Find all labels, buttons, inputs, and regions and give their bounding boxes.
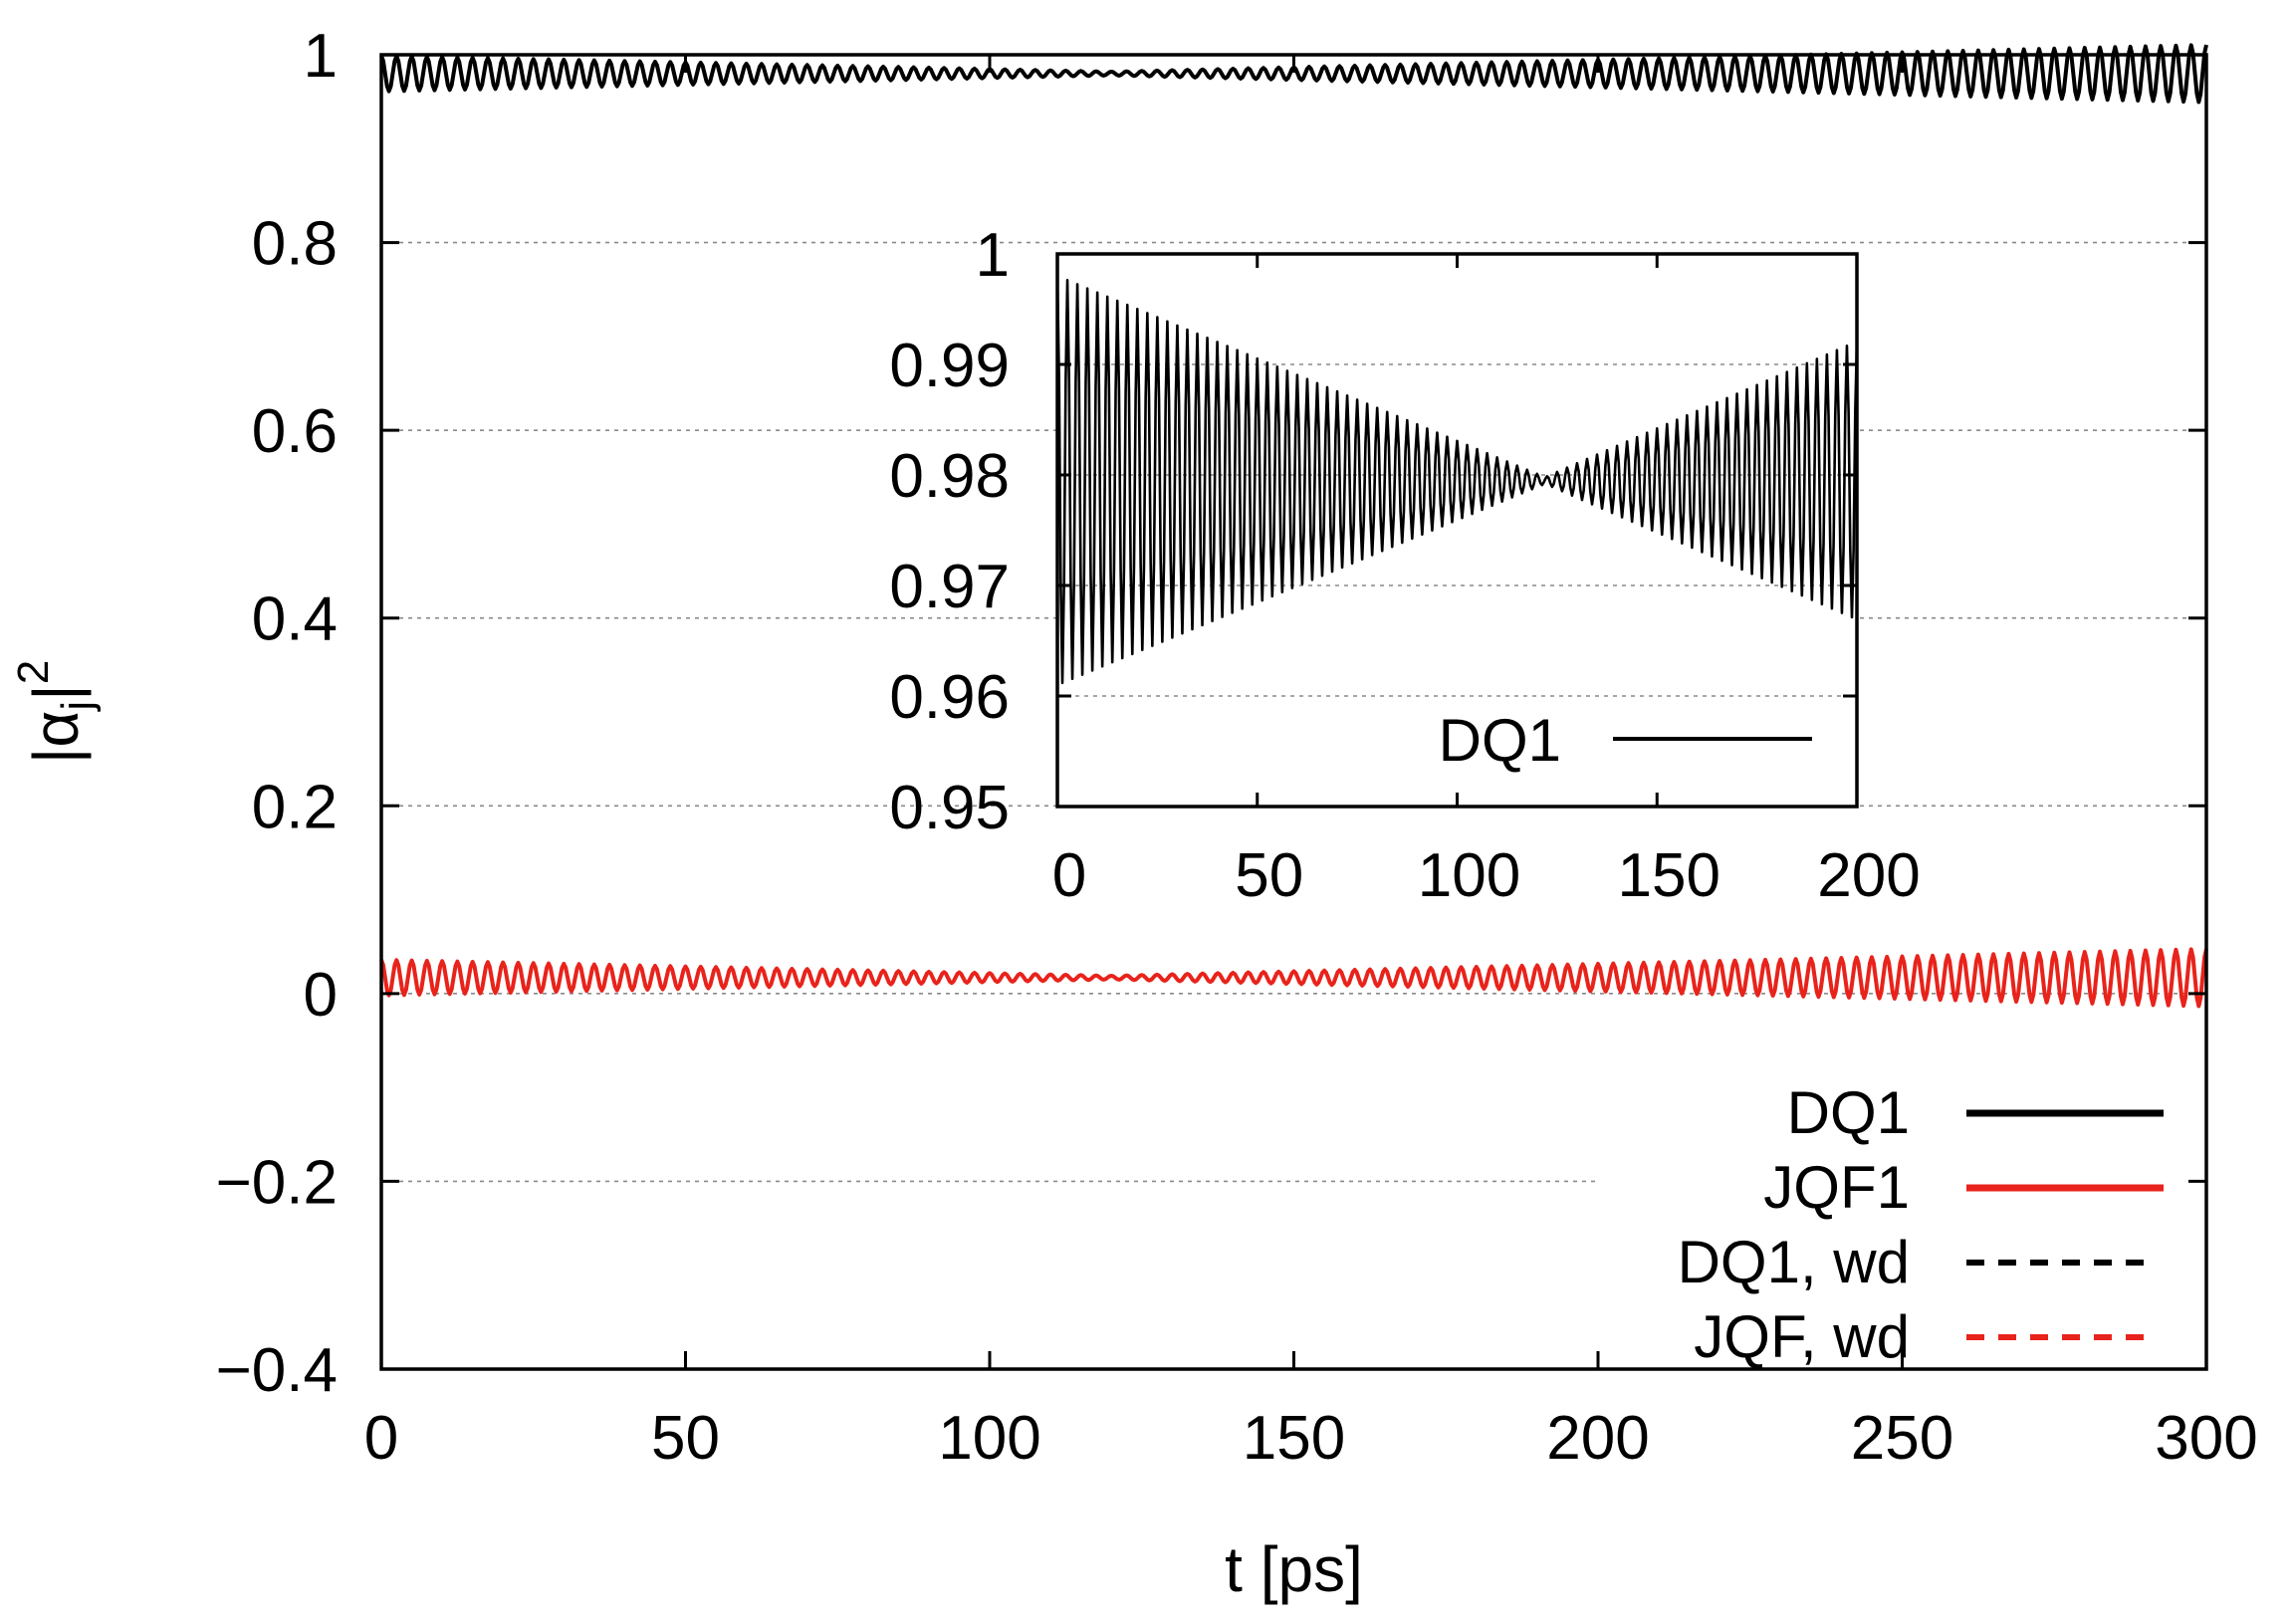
inset-x-tick-label: 200 [1817, 841, 1920, 910]
y-axis-title-base: |α [20, 711, 92, 765]
main-y-tick-label: 0.6 [252, 397, 338, 466]
main-x-tick-label: 0 [364, 1404, 398, 1473]
main-y-tick-label: 0 [304, 961, 338, 1030]
main-x-tick-label: 250 [1851, 1404, 1953, 1473]
main-x-tick-label: 300 [2155, 1404, 2257, 1473]
inset-series-lines [1055, 276, 1859, 685]
x-axis-title: t [ps] [1225, 1533, 1363, 1605]
legend-label: JQF1 [1763, 1154, 1910, 1221]
inset-x-tick-label: 100 [1418, 841, 1520, 910]
main-x-tick-label: 100 [938, 1404, 1040, 1473]
series-line-jqf1 [379, 947, 2208, 1009]
inset-y-tick-label: 0.95 [889, 774, 1010, 842]
y-axis-title-superscript: 2 [9, 660, 58, 684]
inset-y-tick-label: 0.98 [889, 442, 1010, 511]
inset-y-tick-label: 1 [976, 221, 1010, 290]
main-x-tick-labels: 0 50 100 150 200 250 300 [364, 1404, 2258, 1473]
main-gridlines [381, 241, 2206, 1183]
main-x-tick-label: 150 [1243, 1404, 1345, 1473]
inset-plot-frame [1055, 252, 1859, 809]
inset-series-line-dq1 [1055, 276, 1859, 685]
main-y-tick-label: 0.2 [252, 773, 338, 841]
inset-y-tick-label: 0.96 [889, 663, 1010, 732]
main-x-tick-label: 200 [1546, 1404, 1649, 1473]
inset-x-tick-labels: 0 50 100 150 200 [1052, 841, 1921, 910]
inset-x-tick-label: 0 [1052, 841, 1086, 910]
inset-y-tick-label: 0.97 [889, 553, 1010, 621]
inset-legend: DQ1 [1439, 707, 1812, 774]
y-axis-title-close: | [20, 684, 92, 701]
main-x-tick-label: 50 [651, 1404, 720, 1473]
main-y-tick-label: −0.2 [216, 1148, 338, 1217]
inset-legend-label: DQ1 [1439, 707, 1561, 774]
main-plot-area: −0.4−0.200.20.40.60.81 0 50 100 150 200 250 30… [9, 22, 2258, 1605]
inset-x-tick-label: 150 [1618, 841, 1720, 910]
y-axis-title-subscript: j [53, 701, 102, 713]
main-y-tick-labels: −0.4 −0.2 0 0.2 0.4 0.6 0.8 1 [216, 22, 338, 1405]
legend-label: DQ1 [1787, 1079, 1910, 1146]
main-y-tick-label: −0.4 [216, 1336, 338, 1405]
inset-plot-area: 0.95 0.96 0.97 0.98 0.99 1 0 50 100 150 200 DQ1 [889, 221, 1920, 910]
legend-label: JQF, wd [1694, 1303, 1910, 1370]
inset-y-tick-labels: 0.95 0.96 0.97 0.98 0.99 1 [889, 221, 1010, 842]
inset-y-tick-label: 0.99 [889, 332, 1010, 400]
main-legend: DQ1 JQF1 DQ1, wd JQF, wd [1678, 1079, 2164, 1370]
main-y-tick-label: 1 [304, 22, 338, 91]
main-y-tick-label: 0.4 [252, 585, 338, 654]
main-plot-frame [379, 53, 2208, 1371]
main-y-tick-label: 0.8 [252, 210, 338, 279]
y-axis-title: |αj|2 [9, 660, 102, 765]
legend-label: DQ1, wd [1678, 1229, 1910, 1295]
inset-x-tick-label: 50 [1235, 841, 1303, 910]
